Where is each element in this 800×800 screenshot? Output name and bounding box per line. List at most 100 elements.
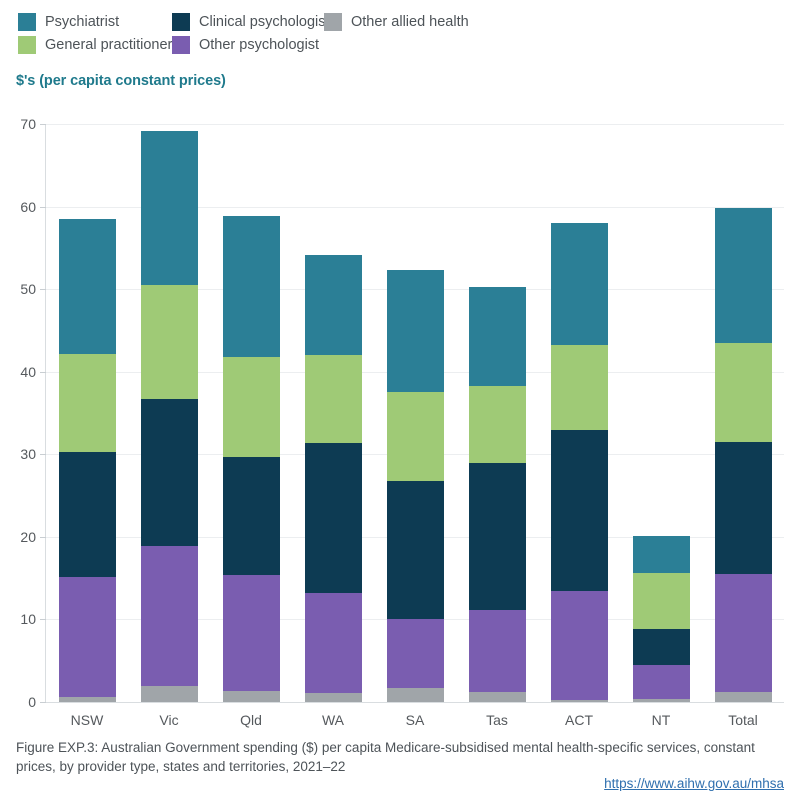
legend-item[interactable]: Clinical psychologist (172, 12, 330, 32)
y-tick-mark (40, 454, 46, 456)
bar-segment[interactable] (304, 355, 362, 443)
bar-group: Vic (140, 124, 198, 728)
y-tick-mark (40, 289, 46, 291)
bar-segment[interactable] (386, 619, 444, 688)
bar-segment[interactable] (632, 573, 690, 630)
x-axis-category-label: WA (321, 712, 345, 728)
y-tick-label: 10 (20, 611, 36, 628)
x-axis-category-label: Tas (486, 712, 508, 728)
bar-segment[interactable] (304, 254, 362, 356)
bar-segment[interactable] (140, 545, 198, 687)
stacked-bar[interactable] (632, 536, 690, 702)
stacked-bar[interactable] (550, 223, 608, 702)
bar-segment[interactable] (222, 215, 280, 357)
y-gridline (46, 702, 784, 703)
bar-segment[interactable] (140, 398, 198, 546)
y-tick-mark (40, 371, 46, 373)
bar-segment[interactable] (386, 480, 444, 620)
legend-swatch-icon (18, 36, 36, 54)
y-tick-mark (40, 536, 46, 538)
bar-segment[interactable] (714, 208, 772, 343)
stacked-bar[interactable] (468, 286, 526, 702)
bar-segment[interactable] (304, 442, 362, 594)
bar-segment[interactable] (714, 342, 772, 442)
bar-segment[interactable] (468, 610, 526, 693)
source-url-link[interactable]: https://www.aihw.gov.au/mhsa (604, 776, 784, 791)
bar-segment[interactable] (632, 698, 690, 702)
bar-segment[interactable] (468, 692, 526, 702)
bar-segment[interactable] (304, 692, 362, 702)
stacked-bar[interactable] (140, 131, 198, 702)
legend-item[interactable]: Other allied health (324, 12, 469, 32)
bar-segment[interactable] (550, 344, 608, 430)
bar-segment[interactable] (714, 441, 772, 575)
bar-segment[interactable] (58, 577, 116, 698)
x-axis-category-label: Qld (240, 712, 262, 728)
bar-segment[interactable] (58, 697, 116, 702)
y-tick-label: 70 (20, 116, 36, 132)
bar-segment[interactable] (550, 429, 608, 592)
y-tick-label: 20 (20, 528, 36, 545)
bar-segment[interactable] (222, 691, 280, 702)
legend-item[interactable]: Other psychologist (172, 35, 319, 55)
bar-segment[interactable] (140, 285, 198, 399)
legend-item[interactable]: Psychiatrist (18, 12, 119, 32)
plot-area: 0 10 20 30 40 50 60 70 NSW Vic Qld WA SA Tas ACT NT Tota… (20, 112, 784, 728)
bar-segment[interactable] (222, 574, 280, 692)
y-tick-label: 0 (28, 694, 36, 710)
bar-segment[interactable] (222, 356, 280, 457)
y-tick-label: 60 (20, 198, 36, 215)
y-tick-label: 50 (20, 281, 36, 298)
legend-item[interactable]: General practitioner (18, 35, 172, 55)
bar-group: NSW (58, 124, 116, 728)
legend-item-label: Other psychologist (199, 37, 320, 53)
bar-segment[interactable] (468, 463, 526, 611)
bar-segment[interactable] (632, 629, 690, 665)
y-tick-mark (40, 124, 46, 125)
bar-segment[interactable] (58, 451, 116, 578)
y-axis-line (45, 124, 46, 702)
bar-segment[interactable] (58, 353, 116, 452)
y-tick-label: 40 (20, 363, 36, 380)
legend-item-label: Clinical psychologist (199, 14, 330, 30)
y-tick-mark (40, 619, 46, 621)
bar-segment[interactable] (140, 686, 198, 702)
y-gridline (46, 124, 784, 125)
stacked-bar[interactable] (222, 215, 280, 702)
bar-segment[interactable] (468, 385, 526, 464)
bar-group: Qld (222, 124, 280, 728)
bar-segment[interactable] (222, 456, 280, 575)
bar-segment[interactable] (386, 392, 444, 481)
bar-group: ACT (550, 124, 608, 728)
bar-segment[interactable] (550, 223, 608, 345)
bar-segment[interactable] (58, 219, 116, 354)
bar-group: Total (714, 124, 772, 728)
bar-segment[interactable] (632, 536, 690, 574)
x-axis-category-label: Vic (159, 712, 179, 728)
bar-segment[interactable] (550, 591, 608, 700)
bar-segment[interactable] (386, 270, 444, 393)
bar-segment[interactable] (550, 699, 608, 702)
legend-swatch-icon (324, 13, 342, 31)
x-axis-category-label: NSW (70, 712, 104, 728)
stacked-bar[interactable] (714, 208, 772, 702)
bar-group: NT (632, 124, 690, 728)
y-gridline (46, 206, 784, 208)
bar-group: WA (304, 124, 362, 728)
stacked-bar[interactable] (58, 219, 116, 702)
x-axis-category-label: NT (651, 712, 671, 728)
x-axis-category-label: ACT (565, 712, 593, 728)
bar-segment[interactable] (140, 131, 198, 286)
bar-segment[interactable] (304, 593, 362, 693)
bar-segment[interactable] (714, 692, 772, 702)
bar-segment[interactable] (714, 574, 772, 693)
chart-legend: Psychiatrist Clinical psychologist Other a… (18, 8, 778, 60)
y-tick-label: 30 (20, 446, 36, 463)
stacked-bar[interactable] (386, 270, 444, 702)
bar-segment[interactable] (468, 286, 526, 386)
stacked-bar[interactable] (304, 254, 362, 702)
legend-item-label: General practitioner (45, 37, 173, 53)
bar-segment[interactable] (386, 687, 444, 702)
bar-segment[interactable] (632, 664, 690, 699)
